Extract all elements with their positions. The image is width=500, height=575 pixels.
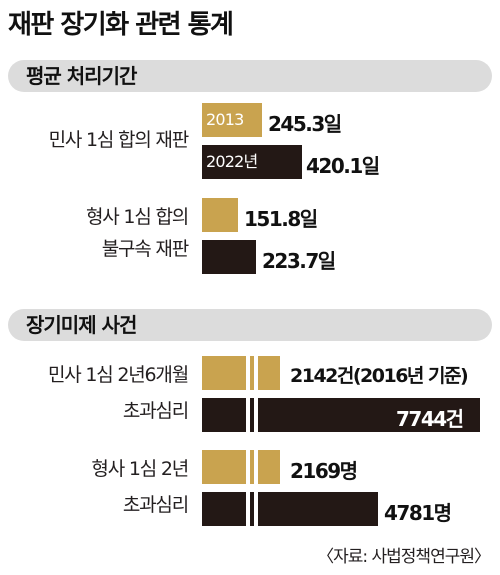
axis-break-line (254, 450, 258, 484)
bar-2013-criminal (202, 198, 238, 232)
value-label-2013-civil-backlog: 2142건(2016년 기준) (290, 365, 469, 387)
axis-break-line (254, 398, 258, 432)
section-header-avg: 평균 처리기간 (8, 60, 492, 92)
value-label-2022-criminal: 223.7일 (262, 249, 336, 273)
value-label-2022-civil: 420.1일 (306, 154, 380, 178)
value-label-2022-criminal-backlog: 4781명 (384, 501, 452, 525)
value-label-2022-civil-backlog: 7744건 (396, 407, 464, 431)
section-label-backlog: 장기미제 사건 (26, 313, 137, 337)
row-label-civil-backlog-line1: 민사 1심 2년6개월 (47, 364, 189, 386)
section-label-avg: 평균 처리기간 (26, 64, 137, 88)
bar-2013-civil: 2013 (202, 103, 262, 137)
chart-title: 재판 장기화 관련 통계 (8, 10, 234, 40)
legend-label-2013: 2013 (206, 110, 244, 129)
axis-break-line (246, 356, 250, 390)
legend-label-2022: 2022년 (206, 152, 258, 171)
row-label-criminal-backlog-line1: 형사 1심 2년 (91, 458, 189, 480)
axis-break-line (246, 398, 250, 432)
value-label-2013-civil: 245.3일 (268, 112, 342, 136)
value-label-2013-criminal-backlog: 2169명 (290, 459, 358, 483)
bar-2022-civil: 2022년 (202, 145, 302, 179)
bar-2013-civil-backlog (202, 356, 280, 390)
row-label-criminal-trial-line2: 불구속 재판 (101, 238, 189, 260)
bar-2022-criminal (202, 240, 256, 274)
row-label-criminal-backlog-line2: 초과심리 (122, 494, 189, 516)
row-label-criminal-trial-line1: 형사 1심 합의 (86, 206, 189, 228)
axis-break-line (254, 492, 258, 526)
source-note: 〈자료: 사법정책연구원〉 (317, 547, 491, 567)
section-header-backlog: 장기미제 사건 (8, 309, 492, 341)
bar-2022-criminal-backlog (202, 492, 378, 526)
axis-break-line (246, 450, 250, 484)
bar-2013-criminal-backlog (202, 450, 280, 484)
row-label-civil-backlog-line2: 초과심리 (122, 400, 189, 422)
axis-break-line (254, 356, 258, 390)
value-label-2013-criminal: 151.8일 (244, 207, 318, 231)
axis-break-line (246, 492, 250, 526)
row-label-civil-trial: 민사 1심 합의 재판 (48, 129, 190, 151)
